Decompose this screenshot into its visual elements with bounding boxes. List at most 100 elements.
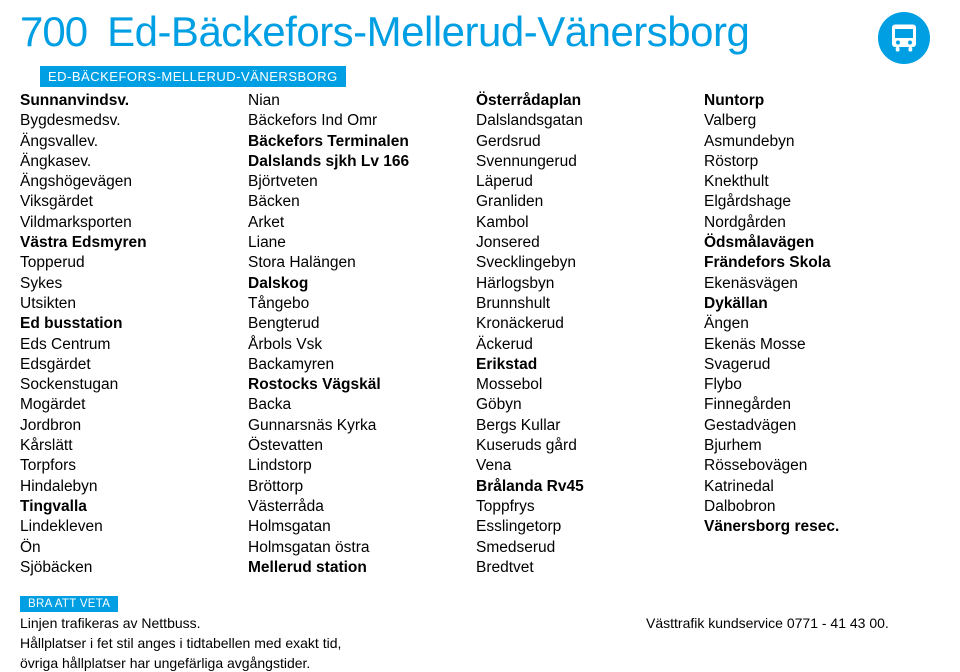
stop-item: Bröttorp — [248, 477, 476, 497]
stops-columns: Sunnanvindsv.Bygdesmedsv.Ängsvallev.Ängk… — [0, 89, 960, 578]
stop-item: Kronäckerud — [476, 314, 704, 334]
stop-item: Kambol — [476, 213, 704, 233]
stop-item: Härlogsbyn — [476, 274, 704, 294]
stop-item: Vildmarksporten — [20, 213, 248, 233]
stop-item: Nian — [248, 91, 476, 111]
stop-item: Österrådaplan — [476, 91, 704, 111]
info-section: BRA ATT VETA Linjen trafikeras av Nettbu… — [0, 594, 960, 672]
info-line-3: övriga hållplatser har ungefärliga avgån… — [20, 654, 476, 672]
stop-item: Ekenäs Mosse — [704, 335, 932, 355]
stop-item: Rössebovägen — [704, 456, 932, 476]
stop-item: Smedserud — [476, 538, 704, 558]
bus-icon — [878, 12, 930, 64]
stop-item: Bengterud — [248, 314, 476, 334]
stop-item: Läperud — [476, 172, 704, 192]
stop-item: Sjöbäcken — [20, 558, 248, 578]
stop-item: Backamyren — [248, 355, 476, 375]
stop-item: Granliden — [476, 192, 704, 212]
stop-item: Sockenstugan — [20, 375, 248, 395]
stop-item: Mossebol — [476, 375, 704, 395]
stop-item: Västra Edsmyren — [20, 233, 248, 253]
stop-item: Dykällan — [704, 294, 932, 314]
stop-item: Dalslandsgatan — [476, 111, 704, 131]
stop-item: Bergs Kullar — [476, 416, 704, 436]
stop-item: Lindekleven — [20, 517, 248, 537]
stop-item: Svennungerud — [476, 152, 704, 172]
stop-item: Gestadvägen — [704, 416, 932, 436]
stop-item: Hindalebyn — [20, 477, 248, 497]
stop-item: Gerdsrud — [476, 132, 704, 152]
stop-item: Svecklingebyn — [476, 253, 704, 273]
stop-item: Stora Halängen — [248, 253, 476, 273]
stop-item: Bäckefors Ind Omr — [248, 111, 476, 131]
info-right: Västtrafik kundservice 0771 - 41 43 00. — [476, 594, 940, 672]
stop-item: Lindstorp — [248, 456, 476, 476]
stop-item: Kuseruds gård — [476, 436, 704, 456]
stop-item: Dalskog — [248, 274, 476, 294]
stop-item: Nuntorp — [704, 91, 932, 111]
stops-col-2: NianBäckefors Ind OmrBäckefors Terminale… — [248, 91, 476, 578]
stop-item: Tångebo — [248, 294, 476, 314]
info-left: BRA ATT VETA Linjen trafikeras av Nettbu… — [20, 594, 476, 672]
stops-col-3: ÖsterrådaplanDalslandsgatanGerdsrudSvenn… — [476, 91, 704, 578]
section-label: ED-BÄCKEFORS-MELLERUD-VÄNERSBORG — [40, 66, 346, 87]
stop-item: Vena — [476, 456, 704, 476]
stop-item: Torpfors — [20, 456, 248, 476]
stop-item: Röstorp — [704, 152, 932, 172]
stop-item: Jonsered — [476, 233, 704, 253]
stop-item: Knekthult — [704, 172, 932, 192]
stop-item: Utsikten — [20, 294, 248, 314]
stop-item: Bäcken — [248, 192, 476, 212]
section-bar-wrap: ED-BÄCKEFORS-MELLERUD-VÄNERSBORG — [0, 60, 960, 89]
stop-item: Topperud — [20, 253, 248, 273]
stop-item: Rostocks Vägskäl — [248, 375, 476, 395]
stop-item: Esslingetorp — [476, 517, 704, 537]
stop-item: Ängshögevägen — [20, 172, 248, 192]
stop-item: Valberg — [704, 111, 932, 131]
stop-item: Viksgärdet — [20, 192, 248, 212]
stop-item: Finnegården — [704, 395, 932, 415]
stop-item: Brålanda Rv45 — [476, 477, 704, 497]
stop-item: Edsgärdet — [20, 355, 248, 375]
stop-item: Toppfrys — [476, 497, 704, 517]
stop-item: Vänersborg resec. — [704, 517, 932, 537]
route-title: Ed-Bäckefors-Mellerud-Vänersborg — [107, 8, 749, 56]
stop-item: Ed busstation — [20, 314, 248, 334]
stop-item: Kårslätt — [20, 436, 248, 456]
stop-item: Erikstad — [476, 355, 704, 375]
stop-item: Göbyn — [476, 395, 704, 415]
stop-item: Jordbron — [20, 416, 248, 436]
header-row: 700 Ed-Bäckefors-Mellerud-Vänersborg — [0, 0, 960, 60]
stop-item: Asmundebyn — [704, 132, 932, 152]
stop-item: Ön — [20, 538, 248, 558]
stop-item: Sykes — [20, 274, 248, 294]
stop-item: Dalbobron — [704, 497, 932, 517]
stop-item: Bäckefors Terminalen — [248, 132, 476, 152]
info-contact: Västtrafik kundservice 0771 - 41 43 00. — [646, 614, 940, 632]
info-line-1: Linjen trafikeras av Nettbuss. — [20, 614, 476, 632]
stop-item: Holmsgatan östra — [248, 538, 476, 558]
stop-item: Bjurhem — [704, 436, 932, 456]
stop-item: Gunnarsnäs Kyrka — [248, 416, 476, 436]
stop-item: Ödsmålavägen — [704, 233, 932, 253]
stop-item: Årbols Vsk — [248, 335, 476, 355]
stop-item: Mogärdet — [20, 395, 248, 415]
stop-item: Ekenäsvägen — [704, 274, 932, 294]
stop-item: Bygdesmedsv. — [20, 111, 248, 131]
info-header-label: BRA ATT VETA — [20, 596, 118, 612]
stop-item: Tingvalla — [20, 497, 248, 517]
stop-item: Frändefors Skola — [704, 253, 932, 273]
stop-item: Flybo — [704, 375, 932, 395]
stops-col-4: NuntorpValbergAsmundebynRöstorpKnekthult… — [704, 91, 932, 578]
stop-item: Liane — [248, 233, 476, 253]
stop-item: Ängsvallev. — [20, 132, 248, 152]
route-number: 700 — [20, 8, 87, 56]
stop-item: Äckerud — [476, 335, 704, 355]
stop-item: Ängkasev. — [20, 152, 248, 172]
stop-item: Sunnanvindsv. — [20, 91, 248, 111]
stop-item: Svagerud — [704, 355, 932, 375]
stop-item: Västerråda — [248, 497, 476, 517]
stop-item: Brunnshult — [476, 294, 704, 314]
stop-item: Ängen — [704, 314, 932, 334]
stop-item: Eds Centrum — [20, 335, 248, 355]
